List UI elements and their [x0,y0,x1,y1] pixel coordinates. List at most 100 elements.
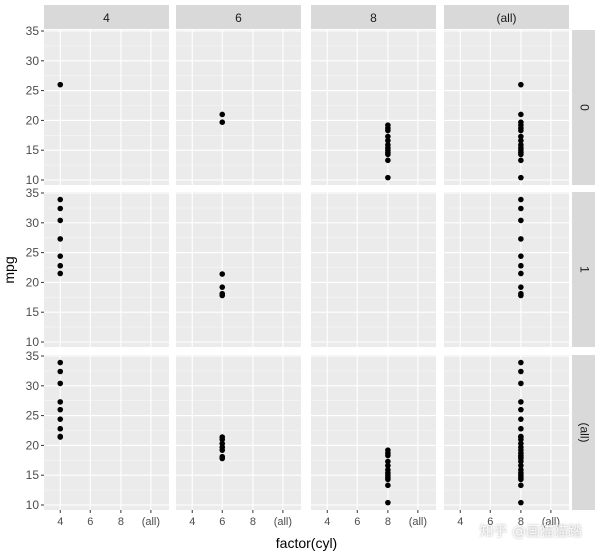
data-point [518,425,524,432]
data-point [518,476,524,483]
data-point [518,205,524,212]
data-point [57,434,64,440]
x-tick-label: 8 [518,516,524,528]
facet-panel [311,355,436,510]
y-tick-label: 10 [26,498,40,512]
x-axis-title: factor(cyl) [276,535,337,551]
x-tick-label: 4 [457,516,463,528]
data-point [385,157,391,164]
data-point [518,127,524,134]
facet-strip-label: (all) [577,423,591,443]
data-point [518,462,524,469]
data-point [57,81,64,88]
facet-panel [176,355,301,510]
data-point [219,119,226,125]
panel-background [44,30,169,185]
data-point [219,436,226,443]
data-point [518,217,524,224]
facet-panel [311,192,436,347]
x-tick-label: 6 [354,516,360,528]
panel-background [311,192,436,347]
facet-strip-label: 8 [370,11,377,25]
y-tick-label: 15 [26,468,40,482]
data-point [518,359,524,366]
y-tick-label: 25 [26,246,40,260]
data-point [518,236,524,242]
facet-panel [444,355,569,510]
data-point [57,253,64,259]
facet-panel [176,30,301,185]
x-tick-label: (all) [409,516,427,528]
data-point [518,416,524,422]
x-tick-label: (all) [542,516,560,528]
watermark: 知乎 @画猫猫踏 [479,524,582,540]
data-point [219,284,226,290]
facet-strip-top [444,5,569,29]
data-point [219,111,226,118]
data-point [385,151,391,158]
x-tick-label: 4 [324,516,330,528]
panel-background [176,30,301,185]
data-point [57,236,64,242]
panel-background [311,355,436,510]
panel-background [444,355,569,510]
data-point [518,482,524,489]
data-point [385,133,391,140]
data-point [518,458,524,465]
data-point [518,81,524,88]
x-tick-label: 6 [487,516,493,528]
facet-strip-label: 0 [577,104,591,111]
data-point [518,137,524,144]
x-tick-label: 4 [189,516,195,528]
data-point [385,482,391,489]
data-point [219,447,226,453]
data-point [385,476,391,483]
data-point [518,284,524,290]
panel-background [444,192,569,347]
facet-strip-label: 1 [577,266,591,273]
data-point [518,253,524,259]
data-point [57,416,64,422]
data-point [385,127,391,134]
data-point [518,174,524,181]
y-tick-label: 30 [26,379,40,393]
x-tick-label: 8 [118,516,124,528]
data-point [57,380,64,387]
data-point [57,425,64,432]
y-tick-label: 30 [26,54,40,68]
x-tick-label: (all) [274,516,292,528]
data-point [518,270,524,277]
panel-background [176,192,301,347]
facet-panel [444,30,569,185]
data-point [518,368,524,375]
y-tick-label: 15 [26,305,40,319]
y-tick-label: 20 [26,275,40,289]
panel-background [444,30,569,185]
data-point [219,455,226,462]
data-point [57,262,64,269]
data-point [385,499,391,506]
y-tick-label: 25 [26,84,40,98]
data-point [385,458,391,465]
data-point [518,151,524,158]
y-tick-label: 30 [26,216,40,230]
panel-background [44,192,169,347]
facet-panel [444,192,569,347]
data-point [57,196,64,203]
data-point [518,406,524,413]
x-tick-label: 8 [250,516,256,528]
y-tick-label: 10 [26,173,40,187]
facet-strip-top [311,5,436,29]
data-point [518,157,524,164]
data-point [219,271,226,277]
x-tick-label: 6 [87,516,93,528]
data-point [385,137,391,144]
data-point [57,399,64,405]
data-point [385,452,391,459]
data-point [518,436,524,443]
facet-strip-right [572,355,595,510]
data-point [57,205,64,212]
data-point [57,217,64,224]
facet-panel [311,30,436,185]
